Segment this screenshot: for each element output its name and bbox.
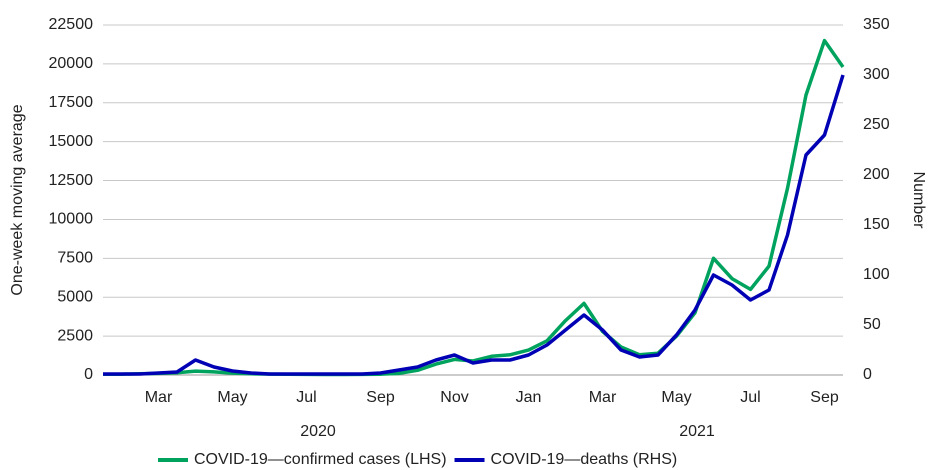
- x-tick-label: May: [217, 389, 247, 406]
- y2-tick-label: 150: [863, 216, 890, 233]
- y-tick-label: 5000: [57, 288, 93, 305]
- y2-tick-label: 0: [863, 366, 872, 383]
- y-tick-label: 10000: [49, 211, 94, 228]
- y2-tick-label: 300: [863, 66, 890, 83]
- y-tick-label: 20000: [49, 55, 94, 72]
- legend-label: COVID-19—deaths (RHS): [491, 451, 678, 468]
- x-tick-label: Nov: [440, 389, 468, 406]
- series-line: [103, 74, 845, 376]
- x-tick-label: Sep: [366, 389, 395, 406]
- x-tick-label: Jan: [516, 389, 542, 406]
- y-tick-label: 0: [84, 366, 93, 383]
- x-tick-label: Jul: [296, 389, 316, 406]
- y-tick-label: 15000: [49, 133, 94, 150]
- year-label: 2021: [679, 423, 715, 440]
- y-tick-label: 12500: [49, 172, 94, 189]
- y2-tick-label: 200: [863, 166, 890, 183]
- y2-axis-title: Number: [910, 172, 927, 230]
- x-tick-label: Mar: [145, 389, 173, 406]
- x-tick-label: Mar: [589, 389, 617, 406]
- x-tick-label: Jul: [740, 389, 760, 406]
- y2-tick-label: 100: [863, 266, 890, 283]
- y2-tick-label: 50: [863, 316, 881, 333]
- x-tick-label: Sep: [810, 389, 839, 406]
- year-label: 2020: [300, 423, 336, 440]
- x-tick-label: May: [661, 389, 691, 406]
- y-axis-title: One-week moving average: [9, 104, 26, 295]
- y2-tick-label: 350: [863, 16, 890, 33]
- y-tick-label: 17500: [49, 94, 94, 111]
- legend-label: COVID-19—confirmed cases (LHS): [194, 451, 447, 468]
- y-tick-label: 2500: [57, 327, 93, 344]
- y-tick-label: 7500: [57, 250, 93, 267]
- y2-tick-label: 250: [863, 116, 890, 133]
- y-tick-label: 22500: [49, 16, 94, 33]
- series-line: [103, 38, 845, 377]
